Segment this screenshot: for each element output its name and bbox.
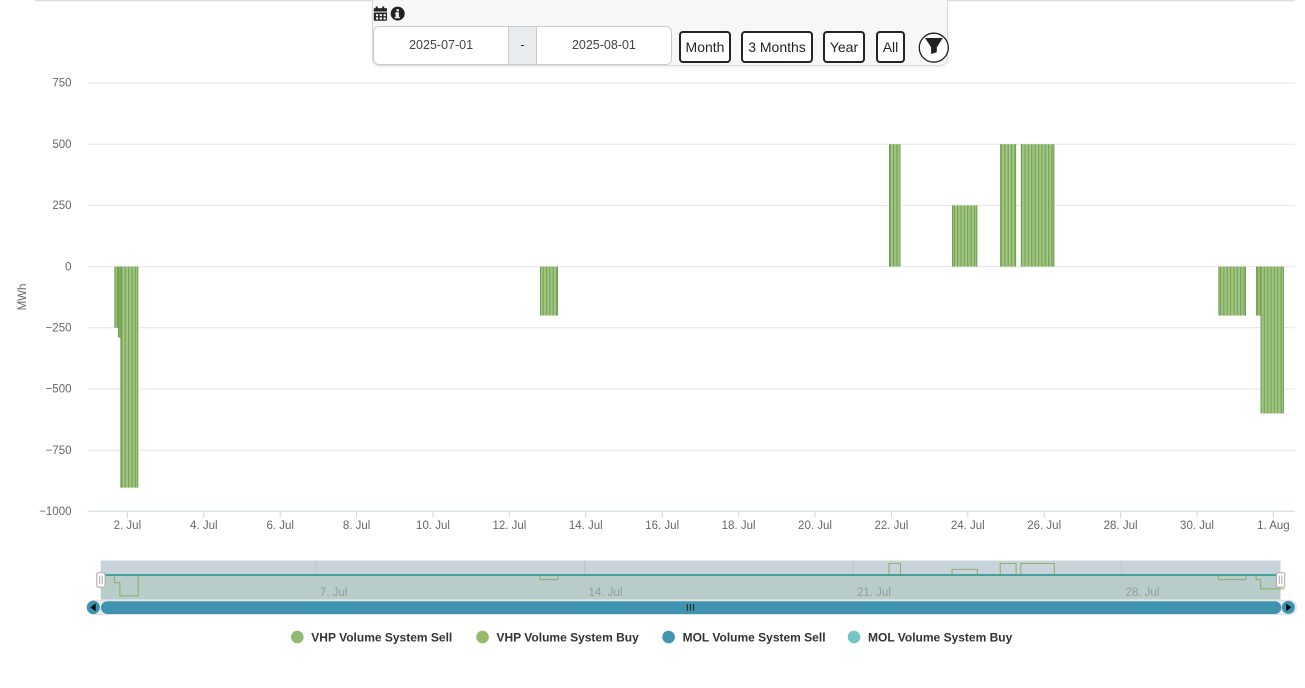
svg-text:12. Jul: 12. Jul xyxy=(492,520,526,532)
svg-text:−250: −250 xyxy=(46,323,72,335)
svg-text:10. Jul: 10. Jul xyxy=(416,520,450,532)
svg-text:1. Aug: 1. Aug xyxy=(1257,520,1290,532)
svg-text:24. Jul: 24. Jul xyxy=(951,520,985,532)
svg-text:14. Jul: 14. Jul xyxy=(569,520,603,532)
svg-text:20. Jul: 20. Jul xyxy=(798,520,832,532)
svg-text:−750: −750 xyxy=(46,445,72,457)
svg-text:MWh: MWh xyxy=(17,284,29,311)
svg-text:4. Jul: 4. Jul xyxy=(190,520,218,532)
svg-text:8. Jul: 8. Jul xyxy=(343,520,371,532)
svg-text:6. Jul: 6. Jul xyxy=(266,520,294,532)
svg-text:22. Jul: 22. Jul xyxy=(874,520,908,532)
svg-text:−500: −500 xyxy=(46,384,72,396)
svg-text:500: 500 xyxy=(52,139,71,151)
svg-text:14. Jul: 14. Jul xyxy=(589,587,623,599)
svg-text:MOL Volume System Buy: MOL Volume System Buy xyxy=(868,631,1013,645)
svg-text:21. Jul: 21. Jul xyxy=(857,587,891,599)
svg-text:18. Jul: 18. Jul xyxy=(722,520,756,532)
svg-text:MOL Volume System Sell: MOL Volume System Sell xyxy=(683,631,826,645)
svg-text:2. Jul: 2. Jul xyxy=(114,520,142,532)
svg-text:7. Jul: 7. Jul xyxy=(320,587,348,599)
svg-text:26. Jul: 26. Jul xyxy=(1027,520,1061,532)
svg-text:28. Jul: 28. Jul xyxy=(1104,520,1138,532)
svg-text:0: 0 xyxy=(65,261,71,273)
svg-text:750: 750 xyxy=(52,78,71,90)
svg-text:16. Jul: 16. Jul xyxy=(645,520,679,532)
svg-text:−1000: −1000 xyxy=(39,506,71,518)
svg-text:VHP Volume System Sell: VHP Volume System Sell xyxy=(311,631,452,645)
svg-text:30. Jul: 30. Jul xyxy=(1180,520,1214,532)
svg-text:VHP Volume System Buy: VHP Volume System Buy xyxy=(497,631,640,645)
svg-text:28. Jul: 28. Jul xyxy=(1126,587,1160,599)
svg-text:250: 250 xyxy=(52,200,71,212)
